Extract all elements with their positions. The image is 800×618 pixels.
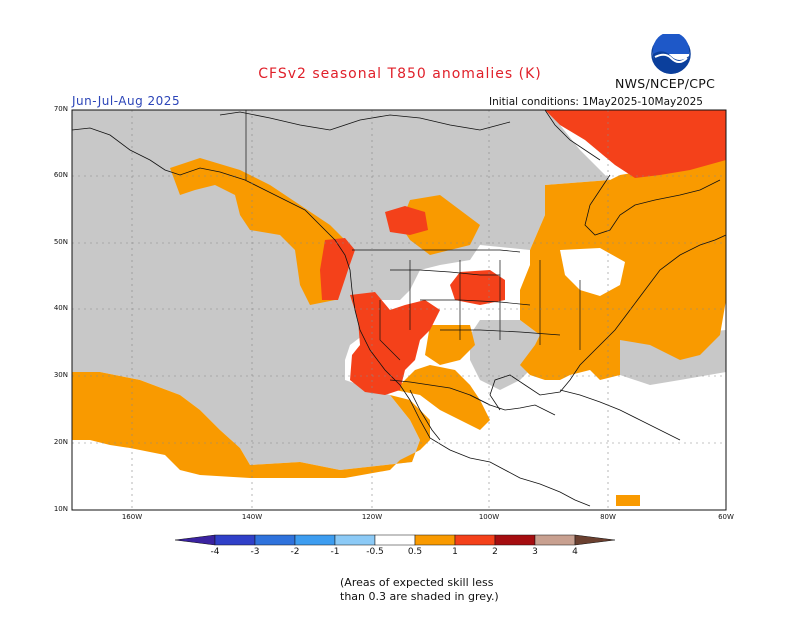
season-label: Jun-Jul-Aug 2025 xyxy=(72,94,181,108)
lat-label: 30N xyxy=(53,371,68,379)
lon-label: 60W xyxy=(718,513,734,521)
lat-label: 50N xyxy=(53,238,68,246)
lat-label: 40N xyxy=(53,304,68,312)
legend-tick-label: -0.5 xyxy=(366,547,384,557)
borders xyxy=(245,110,581,406)
chart-title: CFSv2 seasonal T850 anomalies (K) xyxy=(258,66,542,82)
initial-conditions-label: Initial conditions: 1May2025-10May2025 xyxy=(489,96,703,108)
legend-tick-label: 0.5 xyxy=(407,547,423,557)
legend-tick-label: 3 xyxy=(532,547,538,557)
legend-tick-label: 1 xyxy=(452,547,458,557)
lon-label: 120W xyxy=(361,513,383,521)
map-frame xyxy=(71,109,727,511)
lon-label: 160W xyxy=(121,513,143,521)
lat-label: 20N xyxy=(53,438,68,446)
anomaly-1-2-region xyxy=(320,110,726,395)
lat-label: 70N xyxy=(53,105,68,113)
noaa-logo-icon xyxy=(651,34,691,74)
lat-label: 60N xyxy=(53,171,68,179)
lon-label: 100W xyxy=(478,513,500,521)
legend-tick-label: 2 xyxy=(492,547,498,557)
legend-tick-label: -3 xyxy=(250,547,260,557)
legend-tick-label: -1 xyxy=(330,547,340,557)
great-lakes-white-region xyxy=(560,248,625,296)
legend-tick-label: 4 xyxy=(572,547,578,557)
legend-tick-label: -2 xyxy=(290,547,300,557)
skill-note-line-2: than 0.3 are shaded in grey.) xyxy=(340,590,499,603)
graticule xyxy=(72,110,726,510)
skill-note-line-1: (Areas of expected skill less xyxy=(340,576,494,589)
coastlines xyxy=(72,110,726,507)
legend-tick-label: -4 xyxy=(210,547,220,557)
lon-label: 140W xyxy=(241,513,263,521)
skill-note: (Areas of expected skill less than 0.3 a… xyxy=(340,576,499,604)
lon-label: 80W xyxy=(600,513,616,521)
lat-label: 10N xyxy=(53,505,68,513)
agency-label: NWS/NCEP/CPC xyxy=(615,76,716,91)
